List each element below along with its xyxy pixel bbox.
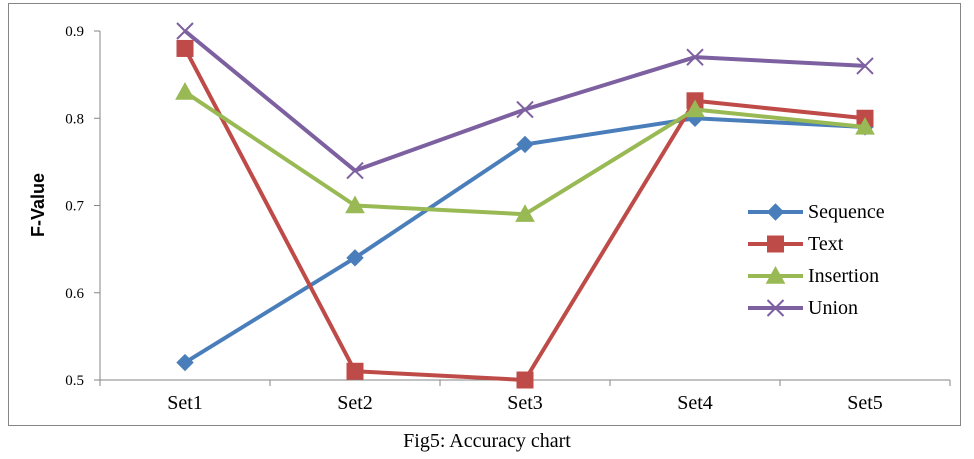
figure-caption: Fig5: Accuracy chart	[403, 430, 571, 452]
data-point-insertion	[515, 204, 535, 222]
data-point-sequence	[346, 249, 364, 267]
series-insertion	[175, 82, 875, 222]
legend-label-text: Text	[808, 233, 844, 255]
chart-frame	[8, 3, 961, 426]
data-point-insertion	[345, 195, 365, 214]
legend-label-insertion: Insertion	[808, 265, 879, 287]
data-point-insertion	[685, 99, 705, 118]
data-point-union	[516, 100, 534, 119]
y-tick-labels: 0.5 0.6 0.7 0.8 0.9	[65, 24, 84, 389]
legend-label-union: Union	[808, 297, 858, 319]
legend-item-text: Text	[748, 233, 844, 255]
y-tick-label: 0.6	[65, 286, 84, 302]
x-tick-label: Set3	[507, 392, 543, 414]
legend-marker-insertion	[765, 265, 786, 284]
data-point-text	[176, 39, 194, 57]
y-tick-label: 0.8	[65, 111, 84, 127]
legend: Sequence Text Insertion Union	[748, 201, 885, 319]
data-point-union	[686, 48, 704, 66]
data-point-text	[516, 371, 534, 389]
data-point-union	[346, 161, 364, 180]
data-point-sequence	[516, 135, 534, 154]
legend-marker-union	[766, 299, 785, 317]
data-point-text	[346, 362, 364, 380]
accuracy-line-chart: F-Value 0.5 0.6 0.7 0.8 0.9 Set1 Set2 Set3 Set4…	[28, 22, 951, 414]
y-tick-label: 0.7	[65, 199, 84, 215]
legend-marker-sequence	[766, 203, 785, 221]
data-point-insertion	[855, 116, 875, 135]
x-tick-labels: Set1 Set2 Set3 Set4 Set5	[167, 392, 883, 414]
series-union	[176, 22, 874, 180]
data-point-insertion	[175, 82, 195, 100]
x-tick-label: Set4	[677, 392, 713, 414]
y-tick-label: 0.5	[65, 373, 84, 389]
series-group	[175, 22, 875, 389]
x-tick-label: Set2	[337, 392, 373, 414]
data-point-union	[856, 57, 874, 75]
x-tick-label: Set5	[847, 392, 883, 414]
legend-marker-text	[767, 235, 784, 253]
legend-item-insertion: Insertion	[748, 265, 879, 287]
data-point-union	[176, 22, 194, 40]
legend-item-union: Union	[748, 297, 858, 319]
x-tick-label: Set1	[167, 392, 203, 414]
y-tick-label: 0.9	[65, 24, 84, 40]
legend-label-sequence: Sequence	[808, 201, 885, 223]
y-axis-label: F-Value	[28, 173, 48, 237]
data-point-sequence	[176, 353, 194, 372]
legend-item-sequence: Sequence	[748, 201, 885, 223]
